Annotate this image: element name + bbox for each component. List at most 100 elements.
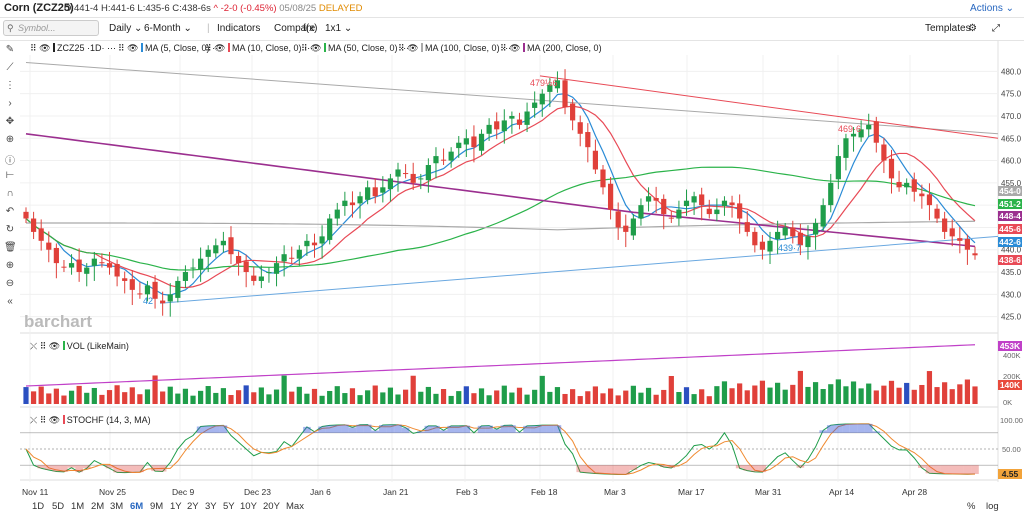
volume-bar [99,394,105,404]
line-tool-icon[interactable]: ⟋ [6,62,14,73]
legend-ma5[interactable]: ⠿ 👁 MA (5, Close, 0) ⋯ [118,43,222,53]
range-1m-button[interactable]: 1M [71,501,85,512]
shapes-icon[interactable]: ⋮ [5,80,15,91]
tag-ma10: 445-6 [998,224,1022,234]
range-3y-button[interactable]: 3Y [205,501,217,512]
oversold-fill [925,465,934,474]
expand-icon[interactable]: ⤢ [992,23,1000,34]
templates-button[interactable]: Templates [925,23,971,34]
range-1d-button[interactable]: 1D [32,501,45,512]
x-label: Dec 23 [244,487,271,497]
range-max-button[interactable]: Max [286,501,304,512]
redo-icon[interactable]: ↻ [5,224,15,235]
zoom-out-icon[interactable]: ⊖ [5,278,15,289]
candle [160,300,166,304]
oversold-fill [933,465,941,474]
legend-ma100[interactable]: ⠿ 👁 MA (100, Close, 0) ⋯ [398,43,512,53]
range-5y-button[interactable]: 5Y [223,501,235,512]
candle [471,136,477,148]
volume-legend[interactable]: ⤬ ⠿ 👁 VOL (LikeMain) [30,341,129,351]
candle [972,253,978,256]
candle [289,257,295,259]
indicators-button[interactable]: Indicators [217,23,261,34]
oversold-fill [948,465,957,474]
range-2m-button[interactable]: 2M [91,501,105,512]
overbought-fill [196,426,205,433]
y-tick-label: 440.0 [1001,246,1022,255]
candle [387,178,394,190]
compare-button[interactable]: Compare [274,23,316,34]
percent-toggle[interactable]: % [967,501,976,512]
volume-bar [372,385,378,404]
range-20y-button[interactable]: 20Y [263,501,280,512]
range-1y-button[interactable]: 1Y [170,501,182,512]
pencil-icon[interactable]: ✎ [5,44,15,55]
range-6m-button[interactable]: 6M [130,501,144,512]
volume-bar [281,375,287,404]
gear-icon[interactable]: ⚙ [968,23,977,34]
candle [691,196,697,203]
range-10y-button[interactable]: 10Y [240,501,257,512]
cursor-icon[interactable]: ✥ [5,116,15,127]
legend-ma200[interactable]: ⠿ 👁 MA (200, Close, 0) [500,43,602,53]
candle [752,231,758,246]
oversold-fill [667,465,676,468]
range-dropdown[interactable]: 6-Month ⌄ [144,23,192,34]
candle [820,205,826,227]
range-2y-button[interactable]: 2Y [187,501,199,512]
x-label: Apr 28 [902,487,928,497]
oversold-fill [113,465,121,473]
legend-symbol[interactable]: ⠿ 👁 ZCZ25 ·1D· ⋯ [30,43,117,53]
candle [349,202,356,206]
candle [623,225,629,232]
layout-dropdown[interactable]: 1x1 ⌄ [325,23,353,34]
fib-icon[interactable]: ⊢ [5,170,15,181]
symbol-search-input[interactable]: ⚲ Symbol... [3,20,99,36]
candle [68,263,75,268]
log-toggle[interactable]: log [986,501,999,512]
arrow-icon[interactable]: › [8,98,12,109]
candle [638,205,644,219]
candle [463,138,469,145]
stoch-legend[interactable]: ⤬ ⠿ 👁 STOCHF (14, 3, MA) [30,415,151,425]
volume-bar [539,375,545,404]
volume-bar [919,384,925,404]
symbol-title[interactable]: Corn (ZCZ25) [4,2,74,14]
candle [296,249,302,259]
magnet-icon[interactable]: ⊕ [5,134,15,145]
actions-menu[interactable]: Actions ⌄ [970,3,1014,14]
oversold-fill [82,465,91,469]
overbought-fill [371,430,380,433]
candle [91,258,97,266]
volume-bar [547,391,553,404]
range-9m-button[interactable]: 9M [150,501,164,512]
candle [668,217,674,219]
undo-icon[interactable]: ↶ [5,206,15,217]
overbought-fill [212,425,220,433]
volume-bar [152,375,158,404]
trash-icon[interactable]: 🗑 [4,242,17,253]
volume-bar [251,392,257,404]
lock-icon[interactable]: ∩ [6,188,14,199]
interval-dropdown[interactable]: Daily ⌄ [109,23,143,34]
volume-bar [562,393,568,404]
candle [782,227,788,236]
toolbar-divider: | [207,23,210,34]
function-button[interactable]: f(x) [303,23,318,34]
range-3m-button[interactable]: 3M [110,501,124,512]
overbought-fill [834,424,843,433]
candle [706,208,712,215]
range-5d-button[interactable]: 5D [52,501,65,512]
volume-bar [198,390,204,404]
volume-bar [904,382,910,404]
trendline-blue [159,235,999,304]
volume-bar [228,395,234,404]
zoom-in-icon[interactable]: ⊕ [5,260,15,271]
legend-ma10[interactable]: ⠿ 👁 MA (10, Close, 0) ⋯ [205,43,314,53]
y-tick-label: 430.0 [1001,290,1022,299]
collapse-icon[interactable]: « [7,296,13,307]
volume-bar [349,388,356,404]
info-icon[interactable]: ⓘ [5,156,15,167]
legend-ma50[interactable]: ⠿ 👁 MA (50, Close, 0) ⋯ [301,43,410,53]
